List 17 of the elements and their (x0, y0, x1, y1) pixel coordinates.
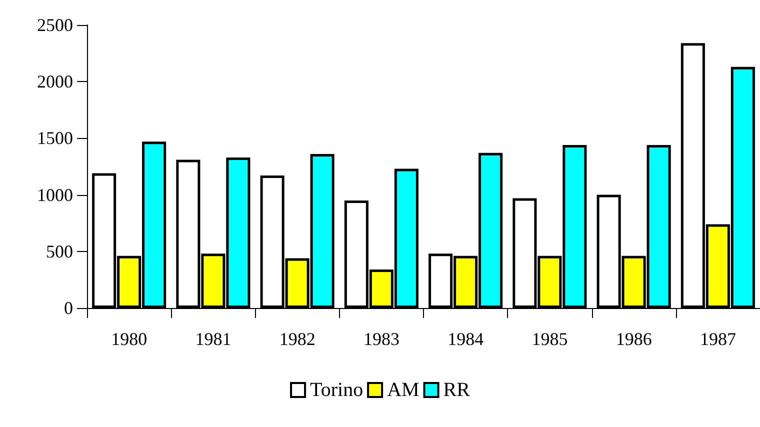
x-tick-label: 1983 (363, 329, 400, 349)
x-tick-label: 1986 (616, 329, 652, 349)
y-tick-label: 1000 (37, 184, 73, 205)
x-tick-label: 1985 (532, 329, 568, 349)
x-tick-label: 1980 (111, 329, 148, 349)
x-tick-label: 1987 (700, 329, 736, 349)
y-tick-label: 1500 (37, 128, 73, 148)
x-tick-label: 1982 (279, 329, 316, 349)
y-tick-label: 0 (64, 298, 73, 318)
legend-label: Torino (310, 379, 364, 401)
legend-label: AM (387, 379, 420, 401)
y-tick-label: 2500 (37, 15, 73, 35)
legend-label: RR (443, 379, 471, 401)
x-tick-label: 1984 (448, 329, 484, 349)
y-tick-label: 2000 (37, 72, 73, 92)
y-tick-label: 500 (46, 241, 73, 262)
x-tick-label: 1981 (195, 329, 232, 349)
